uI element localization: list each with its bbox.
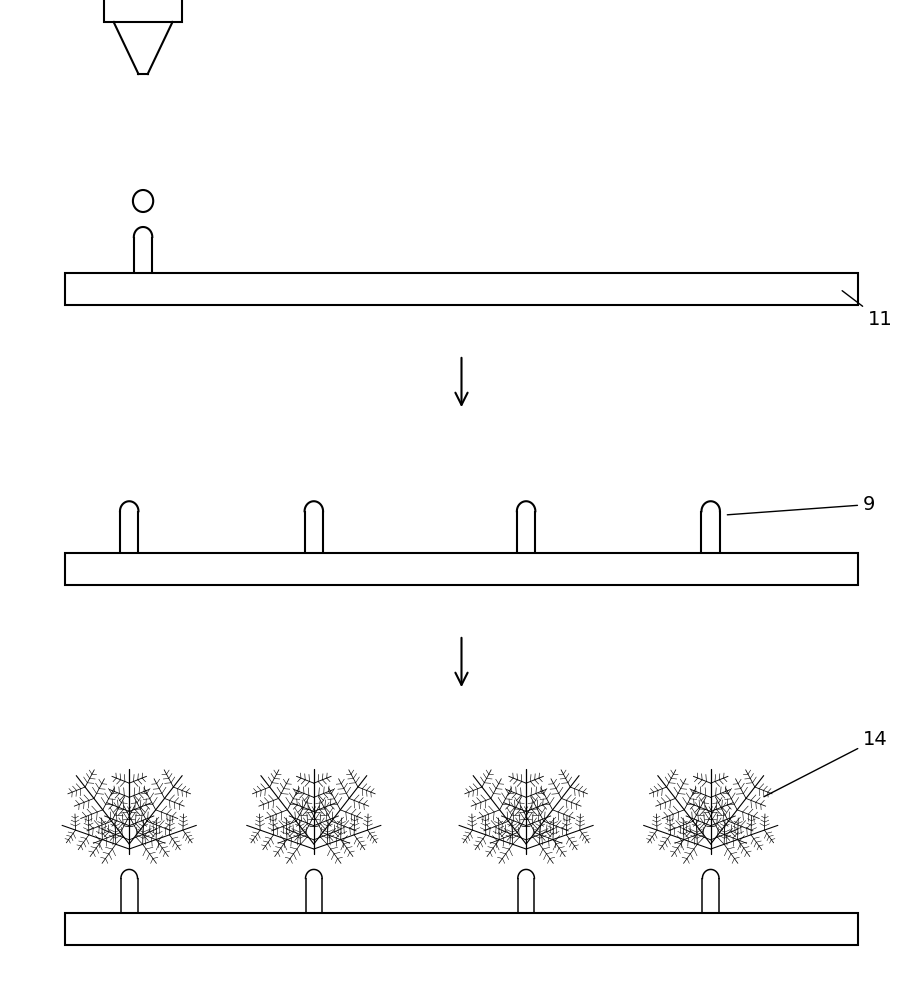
Text: 11: 11 <box>842 291 893 329</box>
Text: 14: 14 <box>764 730 888 797</box>
Bar <box>65 553 858 585</box>
Bar <box>103 0 183 22</box>
Text: 9: 9 <box>727 495 875 515</box>
Text: 12: 12 <box>0 999 1 1000</box>
Bar <box>65 913 858 945</box>
Bar <box>65 273 858 305</box>
